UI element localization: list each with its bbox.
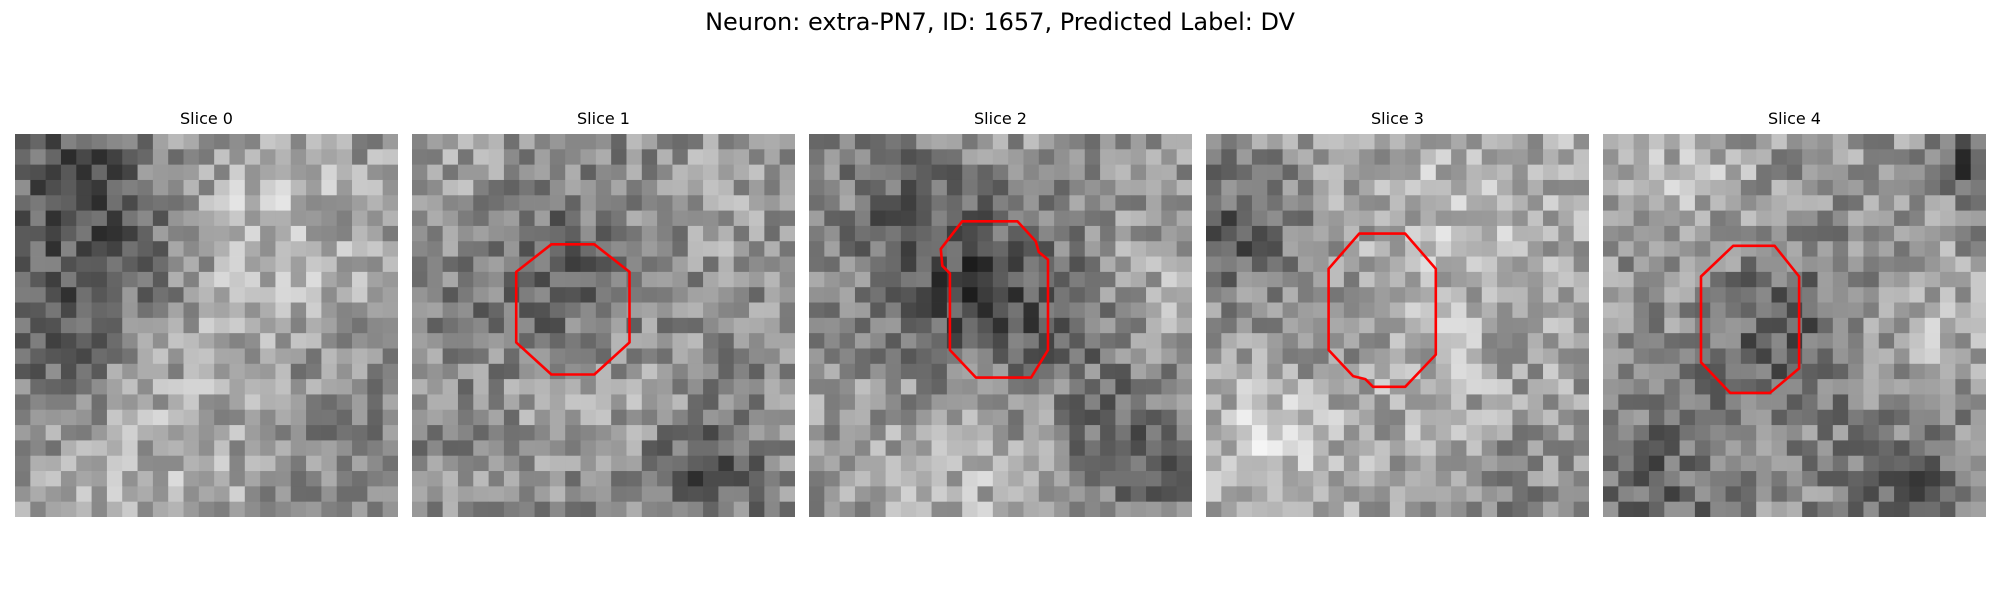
slice-image-2	[809, 134, 1192, 517]
cell-outline	[1327, 232, 1438, 389]
cell-outline	[939, 220, 1050, 379]
figure-title: Neuron: extra-PN7, ID: 1657, Predicted L…	[705, 8, 1295, 36]
cell-outline	[514, 243, 631, 376]
cell-outline	[1699, 244, 1801, 395]
slice-title: Slice 2	[974, 109, 1027, 128]
slice-image-3	[1206, 134, 1589, 517]
slice-image-0	[15, 134, 398, 517]
slice-title: Slice 0	[180, 109, 233, 128]
slice-title: Slice 4	[1768, 109, 1821, 128]
slice-title: Slice 1	[577, 109, 630, 128]
slice-title: Slice 3	[1371, 109, 1424, 128]
slice-image-1	[412, 134, 795, 517]
slice-image-4	[1603, 134, 1986, 517]
